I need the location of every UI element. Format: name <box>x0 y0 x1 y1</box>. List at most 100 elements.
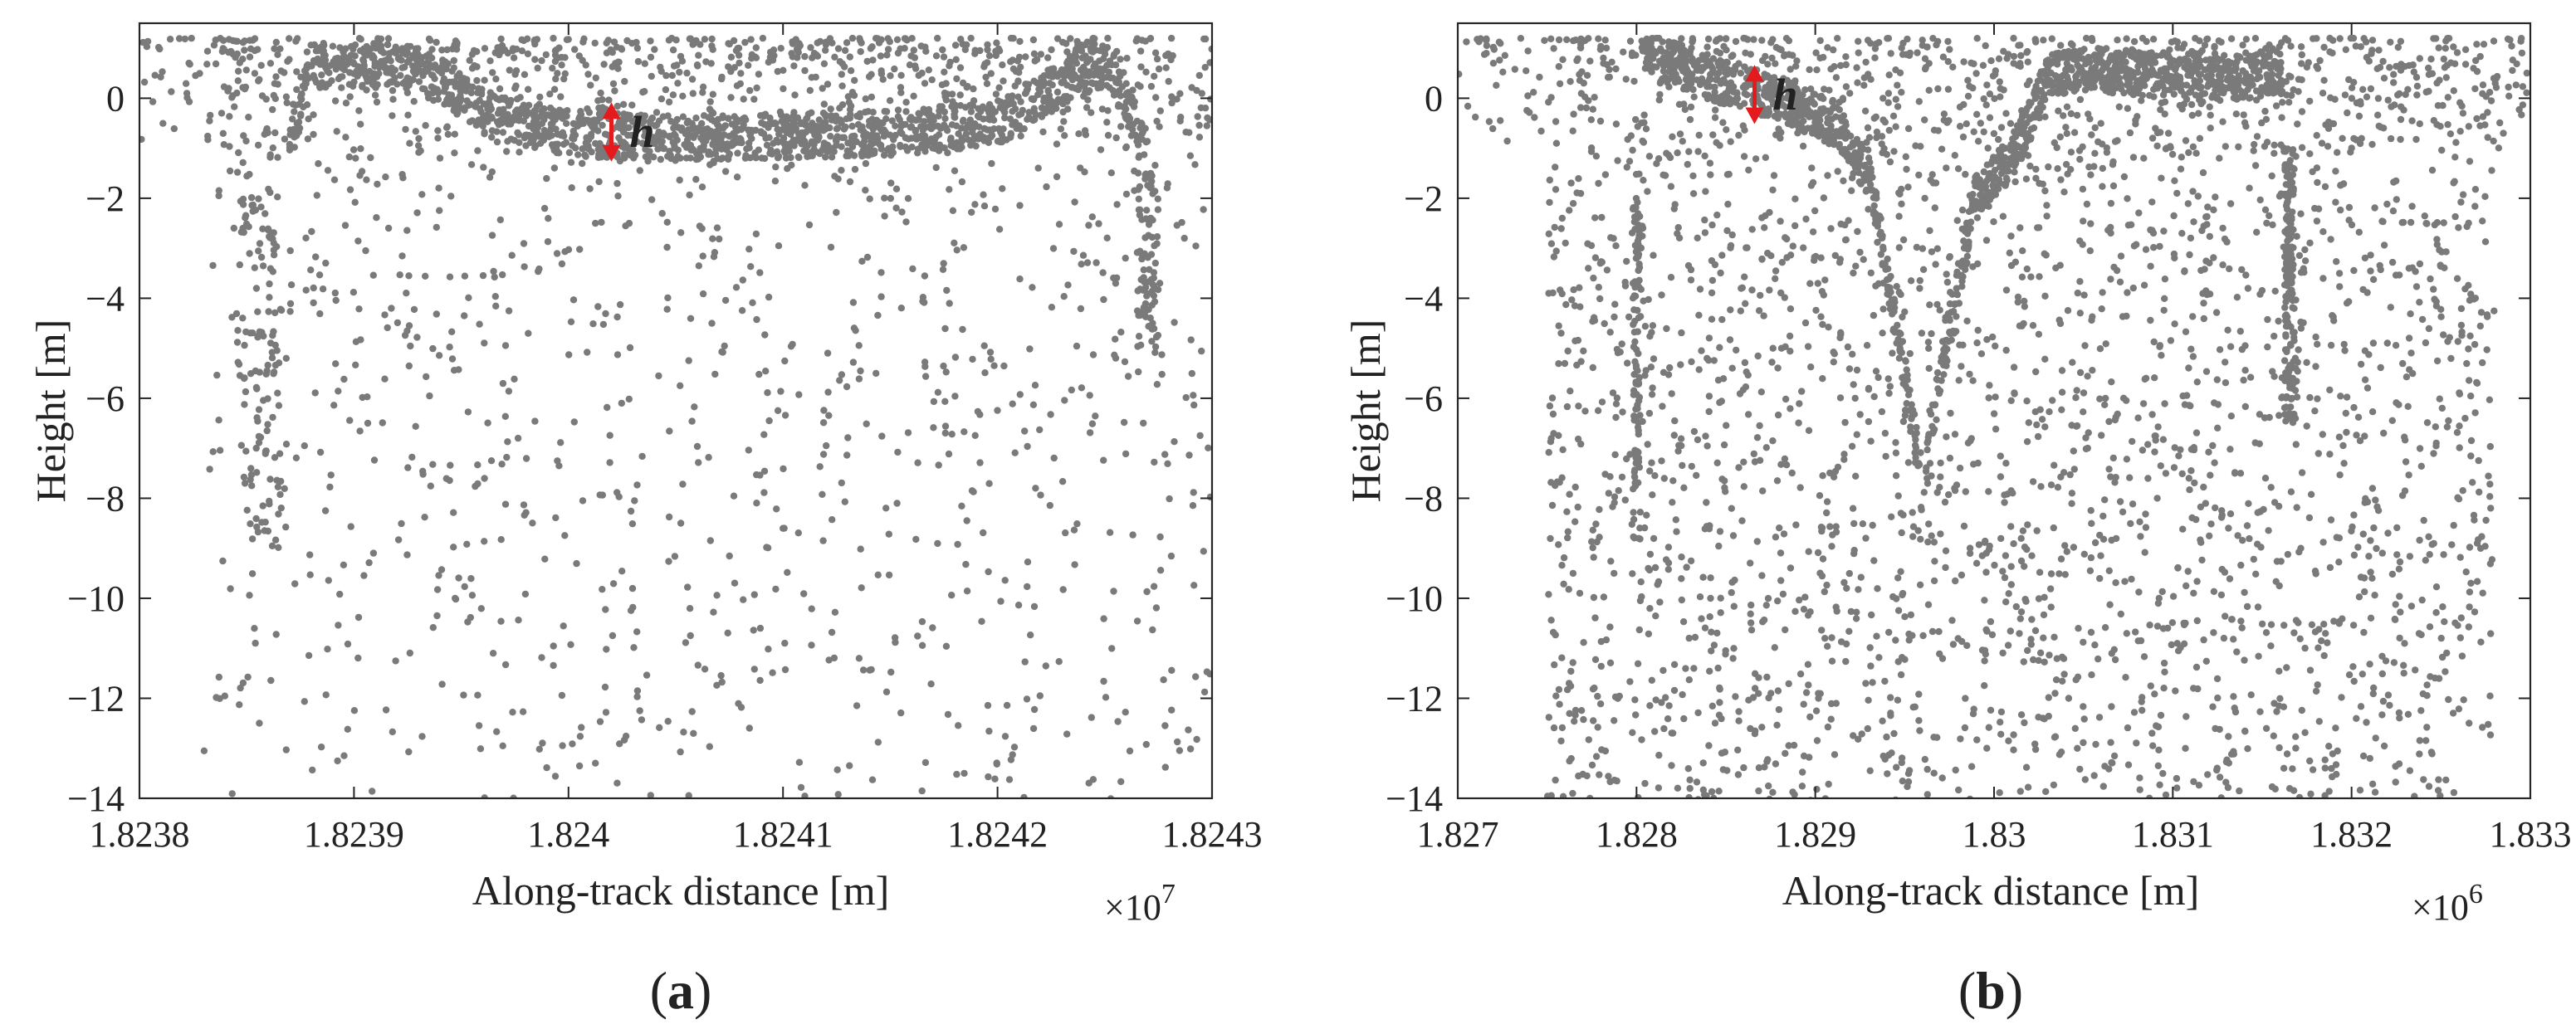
data-point <box>592 759 599 767</box>
data-point <box>634 57 643 66</box>
data-point <box>688 417 696 425</box>
data-point <box>750 627 757 634</box>
data-point <box>1070 247 1078 256</box>
data-point <box>266 294 273 301</box>
data-point <box>492 76 500 83</box>
data-point <box>404 111 412 119</box>
data-point <box>245 223 252 231</box>
data-point <box>257 253 266 261</box>
data-point <box>557 439 565 446</box>
data-point <box>1073 342 1081 350</box>
data-point <box>1084 57 1092 66</box>
data-point <box>1100 55 1107 63</box>
data-point <box>565 149 574 157</box>
data-point <box>2012 130 2021 138</box>
data-point <box>753 471 760 479</box>
data-point <box>762 368 770 375</box>
data-point <box>1048 73 1057 80</box>
data-point <box>1852 153 1860 161</box>
data-point <box>959 40 966 48</box>
data-point <box>594 116 601 124</box>
data-point <box>901 35 909 42</box>
data-point <box>1158 351 1166 358</box>
data-point <box>447 461 454 469</box>
data-point <box>324 646 331 653</box>
y-axis-label: Height [m] <box>27 319 74 503</box>
data-point <box>1190 489 1197 496</box>
data-point <box>213 371 221 379</box>
data-point <box>838 167 845 174</box>
data-point <box>965 136 972 144</box>
data-point <box>1054 95 1063 104</box>
data-point <box>263 427 271 435</box>
data-point <box>305 651 313 660</box>
data-point <box>1046 96 1054 104</box>
data-point <box>797 133 804 140</box>
data-point <box>1171 438 1178 446</box>
data-point <box>1105 68 1113 76</box>
data-point <box>530 118 538 126</box>
data-point <box>554 55 561 62</box>
data-point <box>480 163 487 171</box>
data-point <box>463 76 471 84</box>
data-point <box>1153 233 1161 241</box>
data-point <box>822 41 830 48</box>
data-point <box>1760 91 1768 99</box>
data-point <box>2046 89 2054 96</box>
data-point <box>874 739 882 746</box>
data-point <box>404 464 412 471</box>
data-point <box>549 65 556 72</box>
data-point <box>1835 106 1843 114</box>
data-point <box>550 34 557 42</box>
data-point <box>349 146 358 154</box>
data-point <box>352 154 359 162</box>
data-point <box>415 54 423 61</box>
data-point <box>1176 747 1184 754</box>
data-point <box>446 273 454 280</box>
data-point <box>520 240 528 247</box>
data-point <box>798 140 805 148</box>
data-point <box>378 46 385 53</box>
data-point <box>362 45 370 52</box>
data-point <box>253 523 261 531</box>
data-point <box>489 69 496 76</box>
data-point <box>690 729 697 737</box>
data-point <box>907 124 915 131</box>
data-point <box>958 502 965 510</box>
data-point <box>930 397 938 406</box>
data-point <box>755 71 763 78</box>
data-point <box>663 218 671 226</box>
data-point <box>1198 347 1205 355</box>
data-point <box>403 290 410 297</box>
data-point <box>1141 175 1149 183</box>
y-tick-label: −10 <box>67 578 125 619</box>
data-point <box>815 116 823 124</box>
data-point <box>271 536 280 544</box>
data-point <box>954 540 961 549</box>
data-point <box>1010 744 1019 751</box>
data-point <box>331 97 340 105</box>
data-point <box>713 681 721 689</box>
data-point <box>658 210 666 217</box>
data-point <box>2236 54 2244 61</box>
data-point <box>755 370 763 378</box>
data-point <box>730 492 738 500</box>
data-point <box>144 37 152 46</box>
data-point <box>237 684 244 692</box>
data-point <box>1873 128 1881 136</box>
data-point <box>270 229 277 237</box>
data-point <box>750 666 758 673</box>
data-point <box>342 134 349 141</box>
data-point <box>773 505 780 513</box>
data-point <box>1142 740 1151 749</box>
data-point <box>256 240 264 247</box>
data-point <box>2011 168 2018 176</box>
data-point <box>210 41 218 49</box>
data-point <box>558 691 566 700</box>
data-point <box>274 193 281 201</box>
data-point <box>595 178 603 186</box>
data-point <box>2239 41 2246 49</box>
data-point <box>1904 391 1913 398</box>
data-point <box>1149 626 1156 634</box>
data-point <box>912 65 920 72</box>
